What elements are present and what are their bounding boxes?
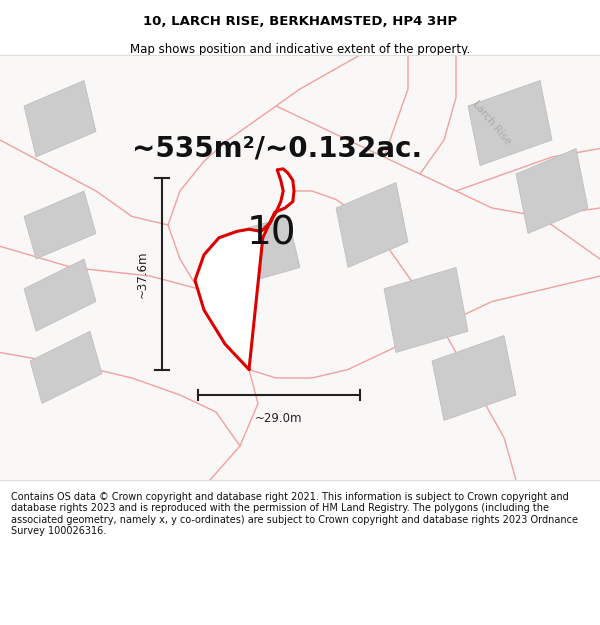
Polygon shape bbox=[195, 169, 294, 369]
Text: ~29.0m: ~29.0m bbox=[255, 412, 303, 425]
Text: ~535m²/~0.132ac.: ~535m²/~0.132ac. bbox=[132, 134, 422, 162]
Polygon shape bbox=[432, 336, 516, 421]
Text: 10, LARCH RISE, BERKHAMSTED, HP4 3HP: 10, LARCH RISE, BERKHAMSTED, HP4 3HP bbox=[143, 16, 457, 28]
Polygon shape bbox=[24, 259, 96, 331]
Polygon shape bbox=[516, 149, 588, 234]
Polygon shape bbox=[384, 268, 468, 352]
Polygon shape bbox=[24, 191, 96, 259]
Text: Contains OS data © Crown copyright and database right 2021. This information is : Contains OS data © Crown copyright and d… bbox=[11, 492, 578, 536]
Text: Larch Rise: Larch Rise bbox=[471, 99, 513, 147]
Text: 10: 10 bbox=[247, 215, 296, 252]
Text: ~37.6m: ~37.6m bbox=[136, 250, 149, 298]
Polygon shape bbox=[468, 81, 552, 166]
Text: Map shows position and indicative extent of the property.: Map shows position and indicative extent… bbox=[130, 43, 470, 56]
Polygon shape bbox=[336, 182, 408, 268]
Polygon shape bbox=[24, 81, 96, 157]
Polygon shape bbox=[228, 216, 300, 284]
Polygon shape bbox=[30, 331, 102, 404]
